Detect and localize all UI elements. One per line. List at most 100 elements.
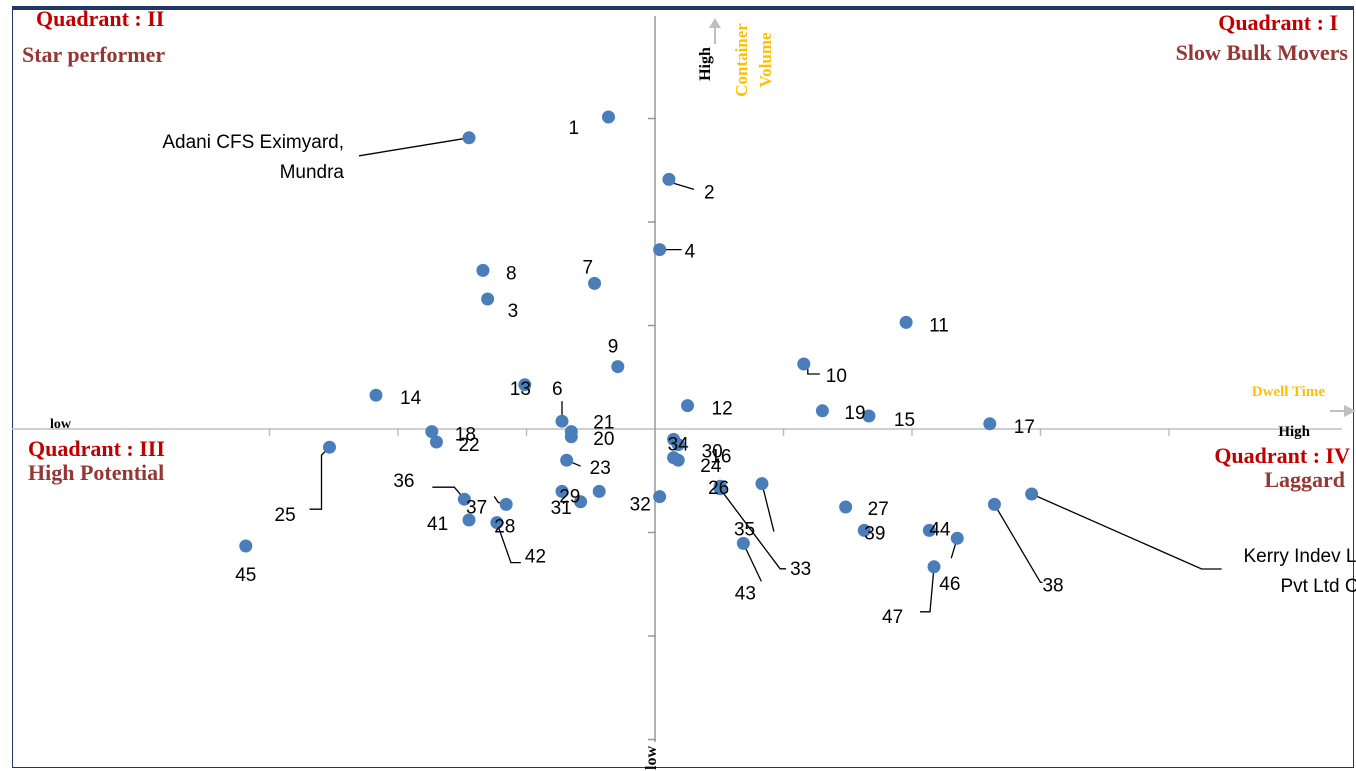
data-point	[323, 440, 336, 454]
point-label: 3	[508, 301, 519, 322]
data-point	[560, 453, 574, 467]
x-axis-low-label: low	[50, 417, 72, 432]
point-label: 47	[882, 607, 903, 628]
point-label: 10	[826, 366, 847, 387]
point-label: 42	[525, 547, 546, 568]
x-axis-high-label: High	[1278, 424, 1310, 440]
point-label: 38	[1042, 575, 1063, 596]
callout-line	[761, 483, 775, 532]
data-point	[653, 490, 667, 504]
data-point	[857, 523, 871, 537]
callout-line	[309, 446, 330, 510]
data-point	[671, 453, 685, 467]
callout-line	[807, 368, 820, 375]
point-label: 41	[427, 514, 448, 535]
y-axis-title-line1: Container	[732, 23, 751, 97]
x-axis-title: Dwell Time	[1252, 384, 1326, 400]
point-label: 29	[559, 486, 580, 507]
y-axis-title-line2: Volume	[756, 32, 775, 88]
data-point	[476, 263, 490, 277]
x-arrow-head	[1344, 405, 1356, 417]
data-point	[987, 497, 1001, 511]
data-point	[555, 414, 569, 428]
y-arrow-head	[709, 18, 721, 28]
data-point	[490, 516, 504, 530]
point-label: 26	[708, 478, 729, 499]
point-label: 9	[608, 337, 619, 358]
callout-lines	[309, 137, 1222, 613]
data-point	[736, 536, 750, 550]
data-points	[239, 110, 1039, 574]
point-label: 46	[939, 574, 960, 595]
point-label: Adani CFS Eximyard,	[162, 132, 344, 153]
point-label: 17	[1014, 417, 1035, 438]
point-label: 22	[458, 435, 479, 456]
data-point	[927, 560, 941, 574]
point-label: 21	[593, 413, 614, 434]
data-point	[564, 430, 578, 444]
quadrant-2-name: Star performer	[22, 42, 165, 67]
quadrant-2-number: Quadrant : II	[36, 6, 164, 31]
y-axis-high-label: High	[697, 47, 714, 81]
quadrant-4-name: Laggard	[1264, 467, 1345, 492]
point-label: 2	[704, 182, 715, 203]
point-label: Kerry Indev Logistics	[1243, 546, 1356, 567]
point-label: 8	[506, 263, 517, 284]
point-label: 11	[929, 315, 949, 336]
point-label: 33	[790, 559, 811, 580]
point-label: 35	[734, 520, 755, 541]
quadrant-1-name: Slow Bulk Movers	[1176, 40, 1349, 65]
point-label: 23	[590, 458, 611, 479]
data-point	[462, 131, 476, 145]
data-point	[602, 110, 615, 124]
quadrant-1-number: Quadrant : I	[1218, 10, 1338, 35]
point-label: 32	[630, 495, 651, 516]
data-point	[983, 417, 997, 431]
callout-line	[993, 504, 1043, 584]
point-label: 27	[868, 499, 889, 520]
point-label: Mundra	[280, 162, 345, 183]
point-label: 12	[712, 399, 733, 420]
data-point	[653, 243, 667, 257]
point-label: 14	[400, 388, 422, 409]
data-point	[815, 404, 829, 418]
callout-line	[673, 182, 695, 191]
callout-line	[719, 488, 787, 570]
data-point	[839, 500, 853, 514]
data-point	[429, 435, 443, 449]
data-point	[574, 495, 588, 509]
callout-line	[742, 543, 762, 582]
point-label: 30	[702, 442, 723, 463]
data-point	[862, 409, 876, 423]
data-point	[462, 513, 476, 527]
point-label: 20	[593, 429, 614, 450]
data-point	[899, 315, 913, 329]
point-label: 1	[569, 118, 580, 139]
point-label: 37	[466, 497, 487, 518]
data-point	[499, 497, 513, 511]
data-point	[755, 477, 769, 491]
chart-frame	[12, 6, 1354, 768]
data-point	[369, 388, 383, 402]
quadrant-3-number: Quadrant : III	[28, 436, 165, 461]
point-label: 25	[275, 505, 296, 526]
callout-line	[358, 137, 470, 157]
data-point	[797, 357, 811, 371]
data-point	[671, 438, 685, 452]
point-label: 16	[710, 447, 731, 468]
point-label: 19	[844, 403, 865, 424]
point-label: 24	[700, 456, 722, 477]
data-point	[425, 425, 439, 439]
point-label: 45	[235, 565, 256, 586]
data-point	[611, 360, 625, 374]
point-label: Pvt Ltd CFS	[1280, 576, 1356, 597]
point-label: 34	[668, 434, 690, 455]
point-label: 18	[455, 425, 476, 446]
callout-line	[496, 522, 521, 564]
callout-line	[920, 566, 935, 613]
point-label: 43	[735, 583, 756, 604]
data-point	[518, 378, 532, 392]
data-point	[588, 276, 602, 290]
